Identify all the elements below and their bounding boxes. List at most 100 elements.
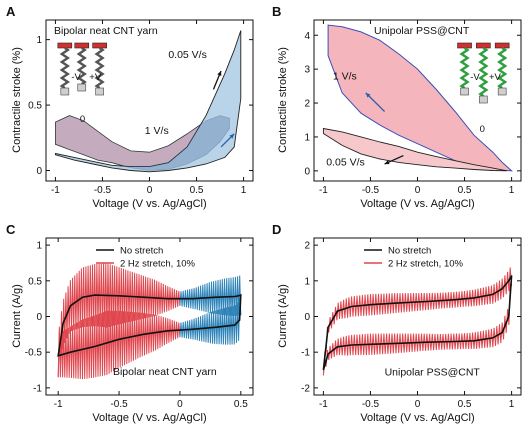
clamp-top <box>92 42 107 49</box>
yarn-coil <box>459 47 470 89</box>
yarn-inset-3 <box>494 42 510 96</box>
panel-b-axes: -1 -0.5 0 0.5 1 0 1 2 3 4 Voltage (V vs. Ag/AgCl) C… <box>272 4 522 210</box>
weight-block <box>497 87 507 96</box>
x-tick-label: 0.5 <box>458 399 472 410</box>
yarn-inset-1 <box>57 42 73 96</box>
inset-minus-v: -V <box>71 72 81 83</box>
yarn-inset-2 <box>476 42 491 104</box>
weight-block <box>60 87 70 96</box>
arrow-head <box>384 160 390 165</box>
y-tick-label: 1 <box>36 241 42 252</box>
panel-letter: A <box>6 4 16 19</box>
series-2hz-red-upper <box>322 267 513 376</box>
clamp-top <box>494 42 510 49</box>
inset-minus-v: -V <box>470 72 480 83</box>
panel-c-data <box>57 263 242 380</box>
yarn-coil <box>76 47 87 85</box>
arrow-005vs <box>384 154 404 165</box>
yarn-inset-3 <box>92 42 107 96</box>
label-1vs: 1 V/s <box>333 70 357 82</box>
y-tick-label: -1 <box>301 348 310 359</box>
panel-letter: B <box>272 4 281 19</box>
legend-label: 2 Hz stretch, 10% <box>120 259 196 270</box>
yarn-inset-2 <box>74 42 90 92</box>
y-tick-label: -2 <box>301 383 310 394</box>
x-axis-title: Voltage (V vs. Ag/AgCl) <box>360 412 474 424</box>
x-tick-label: 0 <box>147 185 153 196</box>
x-tick-label: -1 <box>54 399 63 410</box>
panel-c-title: Bipolar neat CNT yarn <box>113 366 217 378</box>
panel-c-axes: -1 -0.5 0 0.5 -1 -0.5 0 0.5 1 Voltage (V vs. Ag/A… <box>6 222 254 424</box>
clamp-top <box>476 42 491 49</box>
x-tick-label: 1 <box>241 185 247 196</box>
x-axis-title: Voltage (V vs. Ag/AgCl) <box>92 198 206 210</box>
x-tick-label: -0.5 <box>110 399 128 410</box>
x-axis-title: Voltage (V vs. Ag/AgCl) <box>360 198 474 210</box>
inset-zero: 0 <box>480 124 485 135</box>
arrow-head <box>229 133 235 139</box>
y-tick-label: 3 <box>304 65 310 76</box>
panel-letter: C <box>6 222 16 237</box>
y-tick-label: -0.5 <box>25 348 43 359</box>
weight-block <box>460 87 469 96</box>
arrow-1vs <box>365 92 386 112</box>
x-tick-label: 0 <box>415 399 421 410</box>
legend-label: 2 Hz stretch, 10% <box>388 259 464 270</box>
inset-plus-v: +V <box>489 72 502 83</box>
panel-letter: D <box>272 222 281 237</box>
y-tick-label: 1 <box>36 35 42 46</box>
y-tick-label: 1 <box>304 276 310 287</box>
yarn-coil <box>478 47 489 97</box>
y-axis-title: Contractile stroke (%) <box>277 47 289 153</box>
y-axis-title: Current (A/g) <box>11 284 23 348</box>
yarn-coil <box>94 47 105 89</box>
x-tick-label: 0 <box>177 399 183 410</box>
panel-b-title: Unipolar PSS@CNT <box>374 25 470 37</box>
inset-plus-v: +V <box>89 72 102 83</box>
y-tick-label: 2 <box>304 241 310 252</box>
series-005vs-loop <box>54 30 242 173</box>
panel-d-data <box>322 267 513 376</box>
x-tick-label: -1 <box>319 185 328 196</box>
y-tick-label: 1 <box>304 132 310 143</box>
clamp-top <box>57 42 73 49</box>
series-2hz-red-lower <box>57 310 181 380</box>
panel-d-axes: -1 -0.5 0 0.5 1 -2 -1 0 1 2 Voltage (V vs. Ag/AgCl… <box>272 222 522 424</box>
legend-label: No stretch <box>120 246 163 257</box>
x-tick-label: -1 <box>319 399 328 410</box>
clamp-top <box>457 42 472 49</box>
arrow-head <box>365 92 371 98</box>
label-0-05vs: 0.05 V/s <box>326 157 365 169</box>
yarn-coil <box>59 47 70 89</box>
y-tick-label: 0 <box>304 312 310 323</box>
weight-block <box>77 83 87 92</box>
y-tick-label: 4 <box>304 31 310 42</box>
panel-a-title: Bipolar neat CNT yarn <box>54 25 158 37</box>
x-tick-label: 0 <box>415 185 421 196</box>
x-tick-label: -0.5 <box>94 185 112 196</box>
y-tick-label: 0 <box>36 312 42 323</box>
clamp-top <box>74 42 90 49</box>
x-tick-label: 0.5 <box>190 185 204 196</box>
y-tick-label: 2 <box>304 99 310 110</box>
y-axis-title: Current (A/g) <box>277 284 289 348</box>
weight-block <box>95 87 104 96</box>
inset-zero: 0 <box>80 114 85 125</box>
legend: No stretch 2 Hz stretch, 10% <box>96 246 196 270</box>
legend-label: No stretch <box>388 246 431 257</box>
y-tick-label: 0.5 <box>28 101 42 112</box>
y-axis-title: Contractile stroke (%) <box>11 47 23 153</box>
x-tick-label: 1 <box>509 399 515 410</box>
x-tick-label: 0.5 <box>458 185 472 196</box>
x-tick-label: -0.5 <box>362 399 380 410</box>
y-tick-label: 0 <box>36 166 42 177</box>
x-tick-label: -1 <box>51 185 60 196</box>
arrow-1vs <box>220 133 235 148</box>
label-0-05vs: 0.05 V/s <box>168 49 207 61</box>
series-2hz-blue-upper <box>179 275 242 316</box>
panel-b-data <box>322 24 514 172</box>
arrow-head <box>217 71 222 77</box>
panel-d-title: Unipolar PSS@CNT <box>385 366 481 378</box>
y-tick-label: -1 <box>33 383 42 394</box>
